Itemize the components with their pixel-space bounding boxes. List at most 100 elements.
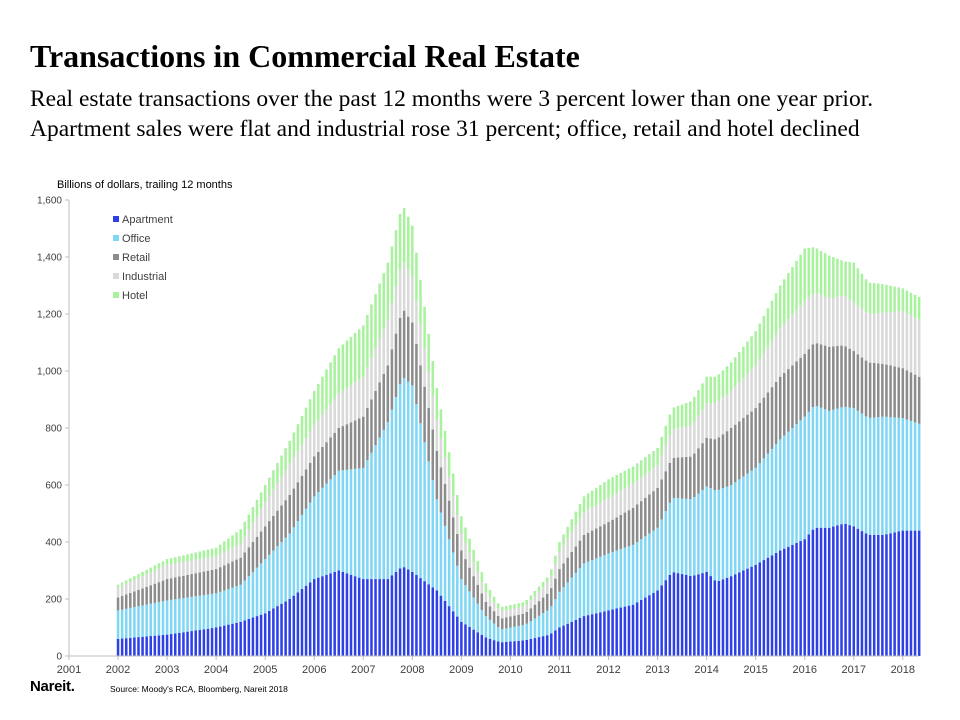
bar-industrial <box>464 543 467 560</box>
bar-apartment <box>284 601 287 656</box>
bar-hotel <box>791 266 794 315</box>
bar-retail <box>897 367 900 418</box>
bar-hotel <box>868 282 872 314</box>
bar-retail <box>312 456 316 497</box>
bar-apartment <box>460 621 463 656</box>
bar-apartment <box>717 580 721 656</box>
bar-apartment <box>235 622 238 656</box>
bar-industrial <box>202 558 206 572</box>
bar-retail <box>133 591 136 608</box>
bar-industrial <box>329 404 332 438</box>
bar-apartment <box>590 614 594 656</box>
bar-industrial <box>868 313 872 363</box>
bar-industrial <box>668 435 672 463</box>
bar-retail <box>811 344 815 408</box>
bar-hotel <box>746 341 749 374</box>
bar-office <box>157 602 161 636</box>
bar-retail <box>774 381 778 445</box>
bar-hotel <box>758 323 762 360</box>
bar-industrial <box>513 608 516 616</box>
bar-industrial <box>353 382 357 421</box>
bar-industrial <box>378 338 381 383</box>
bar-hotel <box>840 260 843 296</box>
bar-industrial <box>304 437 308 470</box>
bar-office <box>733 482 737 575</box>
bar-office <box>529 620 533 639</box>
bar-hotel <box>909 292 913 316</box>
bar-office <box>860 413 864 532</box>
bar-industrial <box>124 583 128 595</box>
bar-hotel <box>721 370 725 398</box>
page-subtitle: Real estate transactions over the past 1… <box>30 86 874 142</box>
bar-office <box>317 492 320 578</box>
bar-industrial <box>451 495 455 518</box>
bar-industrial <box>447 476 451 501</box>
bar-apartment <box>872 534 876 657</box>
bar-retail <box>631 507 635 545</box>
bar-apartment <box>668 575 672 656</box>
bar-hotel <box>161 561 165 567</box>
bar-industrial <box>574 525 578 547</box>
bar-industrial <box>370 357 373 400</box>
bar-office <box>713 489 717 581</box>
bar-retail <box>762 397 766 459</box>
bar-industrial <box>864 312 868 361</box>
bar-apartment <box>296 592 300 656</box>
bar-office <box>231 587 234 624</box>
bar-retail <box>717 437 721 490</box>
bar-retail <box>129 592 132 608</box>
bar-retail <box>443 484 447 526</box>
bar-office <box>480 609 484 635</box>
bar-office <box>492 623 496 641</box>
bar-hotel <box>558 542 561 552</box>
bar-retail <box>120 596 124 610</box>
bar-industrial <box>729 390 733 428</box>
bar-apartment <box>574 619 578 656</box>
bar-retail <box>705 437 708 487</box>
bar-retail <box>218 567 222 592</box>
bar-industrial <box>611 495 614 520</box>
bar-industrial <box>856 305 860 355</box>
bar-hotel <box>827 255 831 299</box>
bar-office <box>386 422 390 580</box>
bar-hotel <box>533 591 537 596</box>
bar-retail <box>595 528 598 559</box>
bar-hotel <box>901 288 905 312</box>
bar-office <box>190 596 193 632</box>
bar-industrial <box>901 311 905 369</box>
bar-industrial <box>533 595 537 605</box>
bar-hotel <box>684 403 688 427</box>
bar-industrial <box>345 388 349 425</box>
bar-apartment <box>308 582 312 656</box>
bar-retail <box>145 586 148 605</box>
bar-office <box>239 584 242 622</box>
bar-industrial <box>762 352 766 398</box>
bar-industrial <box>889 312 892 366</box>
bar-hotel <box>300 415 304 445</box>
bar-apartment <box>492 640 496 656</box>
bar-apartment <box>586 615 590 656</box>
bar-hotel <box>366 314 369 368</box>
bar-industrial <box>603 500 606 525</box>
bar-industrial <box>521 606 524 614</box>
bar-hotel <box>120 582 124 586</box>
bar-office <box>815 406 819 528</box>
bar-industrial <box>308 431 312 463</box>
bar-industrial <box>402 262 406 311</box>
bar-apartment <box>153 635 157 656</box>
bar-office <box>537 615 541 638</box>
bar-retail <box>157 582 161 603</box>
bar-hotel <box>431 361 435 396</box>
bar-industrial <box>223 551 226 566</box>
bar-hotel <box>198 551 202 560</box>
bar-industrial <box>545 583 549 595</box>
bar-apartment <box>758 562 762 656</box>
bar-apartment <box>423 581 426 656</box>
bar-office <box>639 539 643 600</box>
bar-office <box>374 445 377 580</box>
bar-industrial <box>496 608 500 616</box>
bar-apartment <box>852 526 856 656</box>
legend-label-retail: Retail <box>122 252 150 264</box>
bar-hotel <box>218 544 222 555</box>
bar-retail <box>427 408 430 462</box>
